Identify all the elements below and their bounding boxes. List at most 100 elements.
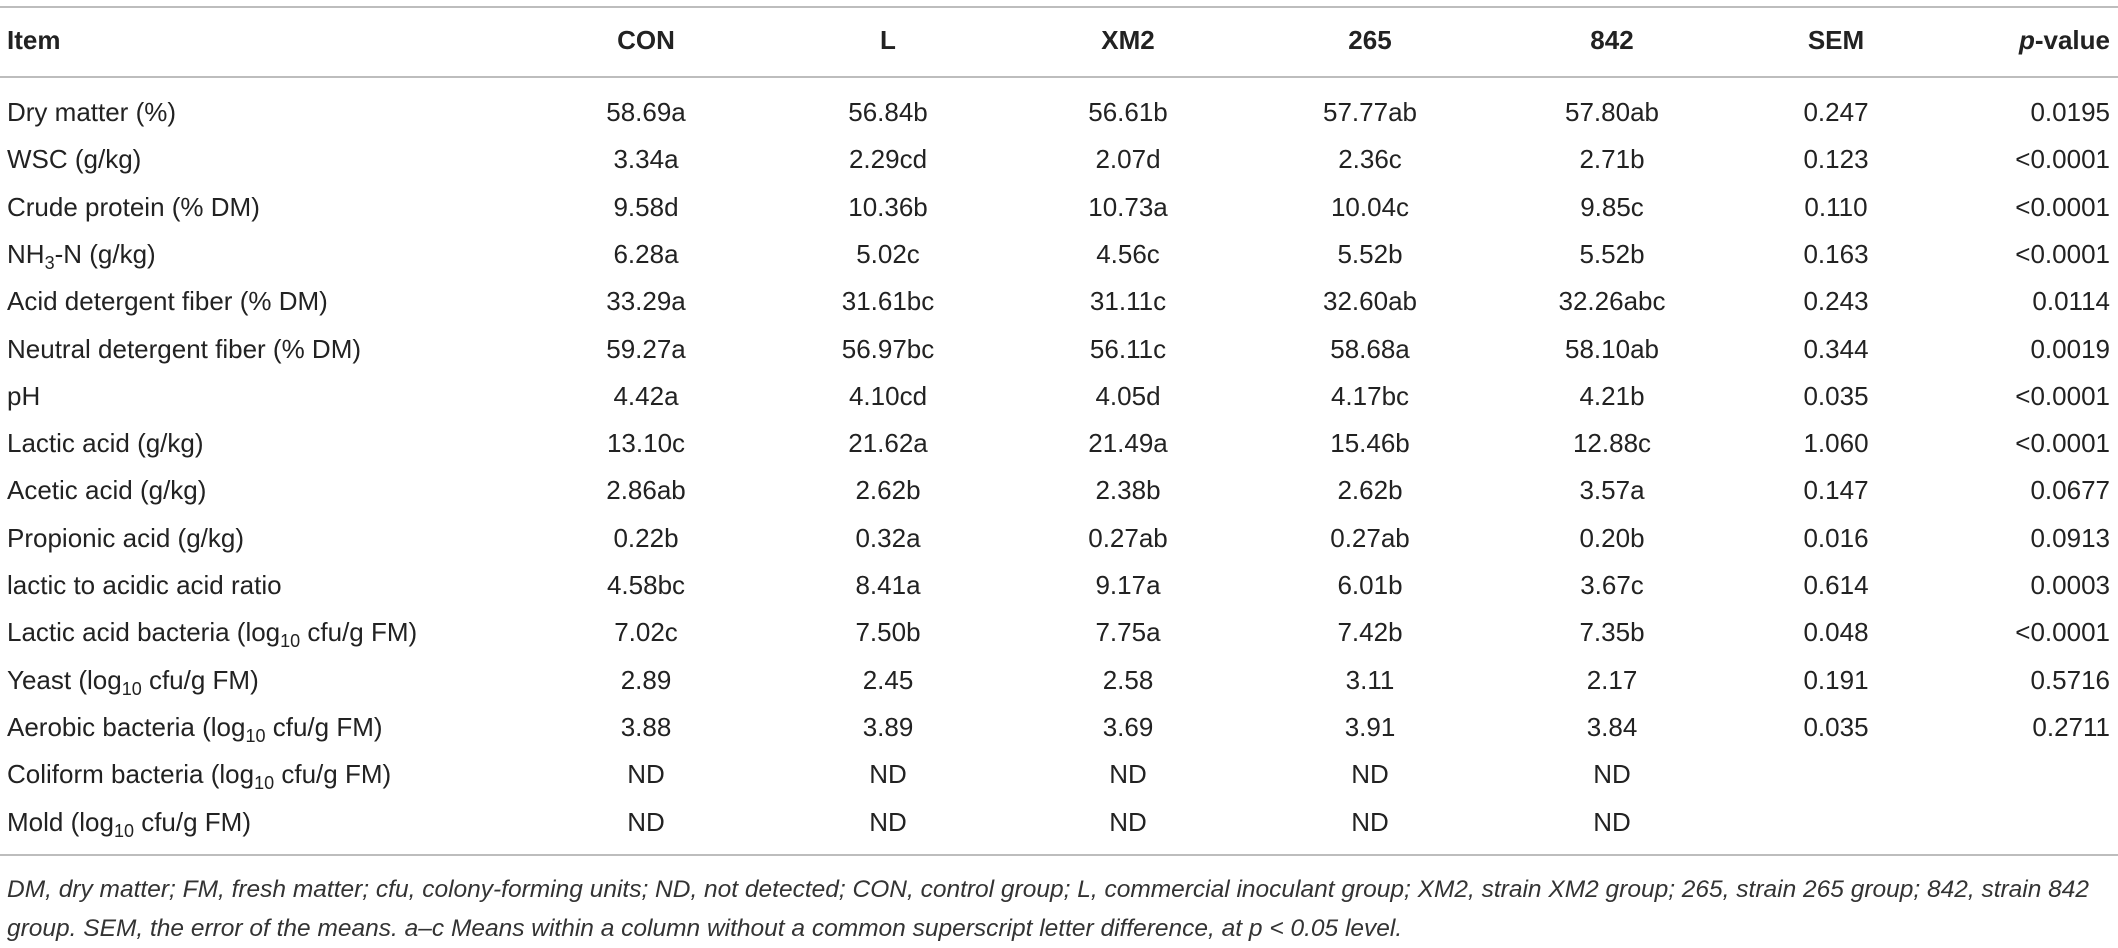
cell-value: 4.05d (1095, 380, 1161, 411)
cell-value: ND (869, 759, 907, 790)
row-label: lactic to acidic acid ratio (7, 570, 282, 600)
cell-value: ND (627, 759, 665, 790)
cell-value: 56.84b (848, 97, 928, 127)
cell-value: 0.344 (1803, 333, 1869, 364)
cell-value: <0.0001 (2015, 238, 2110, 269)
label-part: cfu/g FM) (274, 759, 392, 790)
cell-value: 4.17bc (1330, 380, 1410, 411)
subscript: 10 (121, 678, 142, 699)
row-label: Neutral detergent fiber (% DM) (7, 334, 361, 364)
label-part: NH (7, 238, 45, 269)
label-part: pH (7, 380, 41, 411)
row-label: Crude protein (% DM) (7, 192, 260, 222)
cell-value: ND (869, 806, 907, 837)
label-part: Lactic acid (g/kg) (7, 428, 204, 459)
cell-value: 15.46b (1330, 428, 1410, 459)
row-label: WSC (g/kg) (7, 144, 141, 174)
cell-value: 7.02c (614, 617, 678, 648)
cell-value: 2.38b (1095, 475, 1161, 506)
cell-value: 5.52b (1337, 238, 1403, 269)
cell-value: <0.0001 (2015, 428, 2110, 459)
cell-value: <0.0001 (2015, 380, 2110, 411)
row-label: Dry matter (%) (7, 97, 176, 127)
column-header: CON (617, 25, 675, 55)
cell-value: 2.45 (862, 664, 914, 695)
cell-value: 56.11c (1089, 333, 1167, 364)
cell-value: ND (1351, 759, 1389, 790)
cell-value: 0.243 (1803, 286, 1869, 317)
cell-value: 2.58 (1102, 664, 1154, 695)
column-header: p-value (2019, 25, 2110, 55)
cell-value: 0.191 (1803, 664, 1869, 695)
label-part: cfu/g FM) (300, 617, 418, 648)
cell-value: 8.41a (855, 570, 921, 600)
cell-value: 13.10c (606, 428, 686, 459)
label-part: Acid detergent fiber (% DM) (7, 286, 328, 317)
cell-value: 0.27ab (1330, 522, 1410, 553)
cell-value: 0.016 (1803, 522, 1869, 553)
cell-value: 2.62b (855, 475, 921, 506)
cell-value: 31.11c (1089, 286, 1167, 317)
row-label: Lactic acid bacteria (log10 cfu/g FM) (7, 617, 418, 650)
cell-value: 4.58bc (606, 570, 686, 600)
cell-value: 32.26abc (1558, 286, 1666, 317)
cell-value: 3.57a (1579, 475, 1645, 506)
cell-value: 7.50b (855, 617, 921, 648)
cell-value: 58.10ab (1565, 333, 1659, 364)
cell-value: 10.04c (1330, 191, 1410, 222)
label-part: Neutral detergent fiber (% DM) (7, 333, 362, 364)
label-part: Lactic acid bacteria (log (7, 617, 281, 648)
label-part: WSC (g/kg) (7, 144, 142, 175)
cell-value: 3.89 (862, 711, 914, 742)
cell-value: 7.75a (1095, 617, 1161, 648)
cell-value: 2.89 (620, 664, 672, 695)
cell-value: 9.58d (613, 191, 679, 222)
cell-value: 2.36c (1338, 144, 1402, 175)
cell-value: 0.0913 (2030, 522, 2110, 553)
cell-value: 7.42b (1337, 617, 1403, 648)
cell-value: 4.21b (1579, 380, 1645, 411)
cell-value: 33.29a (606, 286, 686, 317)
cell-value: 3.69 (1102, 711, 1154, 742)
top-rule (0, 6, 2118, 8)
label-part: Acetic acid (g/kg) (7, 475, 207, 506)
header-rule (0, 76, 2118, 78)
cell-value: 59.27a (606, 333, 686, 364)
cell-value: 0.048 (1803, 617, 1869, 648)
cell-value: 0.163 (1803, 238, 1869, 269)
cell-value: 58.68a (1330, 333, 1410, 364)
cell-value: 2.86ab (606, 475, 686, 506)
cell-value: 58.69a (606, 97, 686, 127)
label-part: -N (g/kg) (54, 238, 156, 269)
cell-value: <0.0001 (2015, 144, 2110, 175)
cell-value: 12.88c (1572, 428, 1652, 459)
cell-value: ND (1109, 806, 1147, 837)
label-part: Yeast (log (7, 664, 122, 695)
label-part: lactic to acidic acid ratio (7, 570, 282, 600)
cell-value: 0.2711 (2032, 711, 2110, 742)
row-label: Aerobic bacteria (log10 cfu/g FM) (7, 711, 383, 745)
cell-value: 2.07d (1095, 144, 1161, 175)
cell-value: ND (1351, 806, 1389, 837)
column-header: XM2 (1101, 25, 1155, 55)
cell-value: 10.73a (1088, 191, 1168, 222)
row-label: Yeast (log10 cfu/g FM) (7, 664, 259, 698)
label-part: Aerobic bacteria (log (7, 711, 246, 742)
row-label: Acetic acid (g/kg) (7, 475, 206, 505)
cell-value: 6.28a (613, 238, 679, 269)
cell-value: 2.29cd (848, 144, 928, 175)
cell-value: 3.11 (1345, 664, 1395, 695)
cell-value: 3.88 (620, 711, 672, 742)
header-part: -value (2034, 25, 2110, 55)
cell-value: 21.62a (848, 428, 928, 459)
footnote: DM, dry matter; FM, fresh matter; cfu, c… (7, 876, 2090, 942)
row-label: Propionic acid (g/kg) (7, 523, 244, 553)
cell-value: 32.60ab (1323, 286, 1417, 317)
cell-value: 21.49a (1088, 428, 1168, 459)
cell-value: 0.0677 (2030, 475, 2110, 506)
subscript: 10 (245, 725, 266, 746)
cell-value: 0.22b (613, 522, 679, 553)
cell-value: 3.67c (1580, 570, 1644, 600)
cell-value: 10.36b (848, 191, 928, 222)
